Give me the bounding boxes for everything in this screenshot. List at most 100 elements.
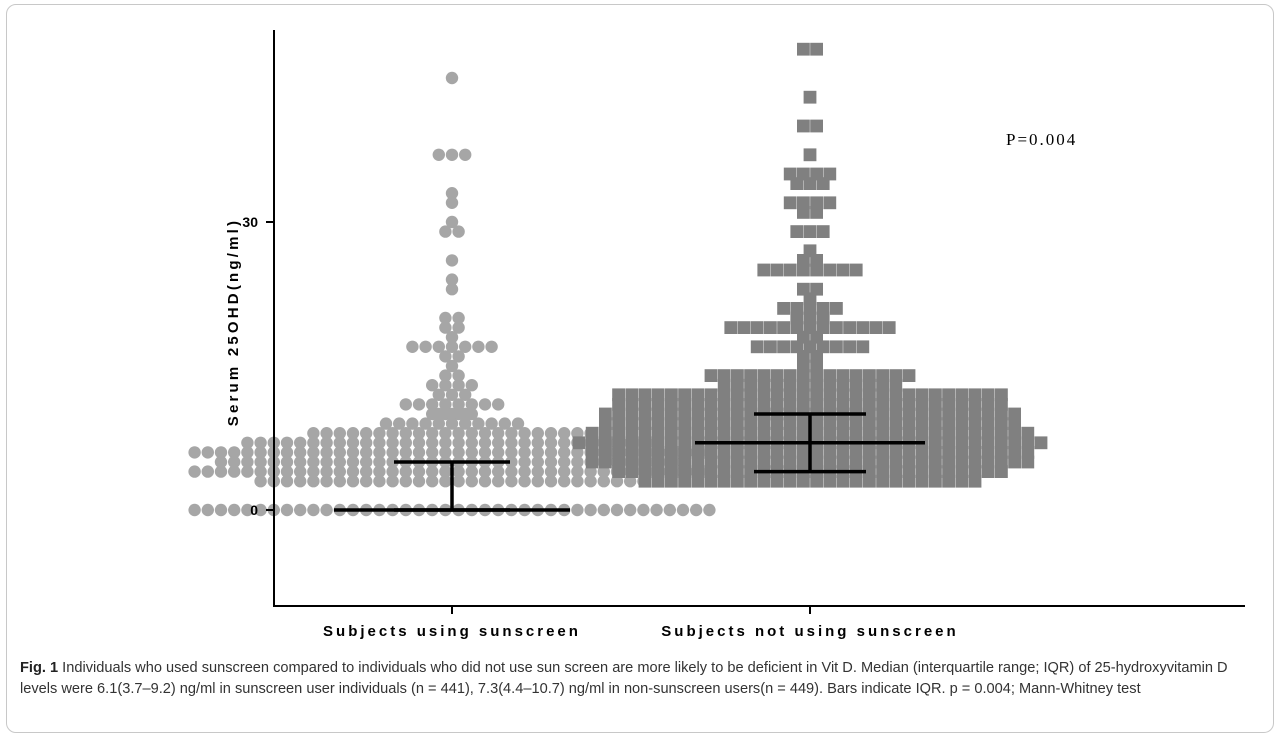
data-point [717, 474, 731, 488]
data-point [810, 42, 823, 56]
data-point [452, 446, 465, 459]
data-point [764, 340, 777, 354]
data-point [717, 378, 731, 392]
data-point [704, 398, 718, 411]
data-point [770, 446, 784, 459]
data-point [929, 398, 942, 411]
data-point [810, 474, 823, 488]
data-point [836, 398, 850, 411]
caption-label: Fig. 1 [20, 660, 59, 676]
data-point [373, 465, 386, 478]
data-point [472, 417, 485, 430]
data-point [830, 302, 843, 315]
figure-frame [6, 4, 1274, 733]
data-point [836, 474, 850, 488]
data-point [836, 263, 850, 277]
data-point [942, 474, 955, 488]
data-point [280, 446, 294, 459]
data-point [505, 465, 518, 478]
data-point [478, 398, 492, 411]
data-point [869, 321, 883, 334]
data-point [307, 446, 320, 459]
data-point [981, 398, 995, 411]
data-point [439, 379, 452, 392]
data-point [704, 369, 718, 382]
data-point [625, 465, 639, 478]
data-point [810, 263, 823, 277]
data-point [790, 225, 804, 238]
data-point [346, 465, 360, 478]
data-point [439, 465, 452, 478]
data-point [459, 148, 472, 161]
data-point [498, 417, 511, 430]
data-point [294, 465, 307, 478]
data-point [373, 436, 386, 449]
data-point [280, 436, 294, 449]
data-point [810, 282, 823, 296]
data-point [439, 436, 452, 449]
data-point [691, 446, 705, 459]
data-point [889, 446, 903, 459]
data-point [452, 427, 465, 440]
data-point [505, 446, 518, 459]
data-point [294, 503, 307, 517]
data-point [320, 455, 333, 469]
data-point [612, 426, 625, 440]
data-point [254, 503, 267, 517]
data-point [902, 369, 916, 382]
data-point [797, 330, 810, 344]
data-point [188, 503, 201, 517]
data-point [412, 427, 426, 440]
data-point [241, 503, 254, 517]
data-point [651, 426, 665, 440]
data-point [346, 427, 360, 440]
data-point [518, 436, 531, 449]
data-point [744, 426, 757, 440]
data-point [584, 465, 597, 478]
data-point [412, 465, 426, 478]
data-point [823, 474, 837, 488]
data-point [505, 455, 518, 469]
data-point [612, 398, 625, 411]
data-point [406, 417, 419, 430]
data-point [320, 503, 333, 517]
data-point [492, 436, 505, 449]
data-point [426, 465, 439, 478]
data-point [678, 474, 691, 488]
data-point [320, 436, 333, 449]
data-point [585, 426, 599, 440]
data-point [531, 427, 544, 440]
data-point [968, 426, 982, 440]
data-point [544, 446, 558, 459]
data-point [863, 474, 876, 488]
data-point [228, 465, 241, 478]
data-point [307, 503, 320, 517]
data-point [783, 263, 797, 277]
data-point [690, 503, 703, 517]
data-point [691, 474, 705, 488]
data-point [968, 398, 982, 411]
data-point [929, 474, 942, 488]
data-point [406, 340, 419, 353]
data-point [856, 340, 870, 354]
data-point [783, 426, 797, 440]
data-point [849, 446, 863, 459]
data-point [188, 465, 201, 478]
data-point [757, 398, 771, 411]
data-point [816, 302, 830, 315]
data-point [452, 436, 465, 449]
data-point [810, 254, 823, 267]
data-point [651, 446, 665, 459]
data-point [452, 475, 465, 488]
data-point [386, 465, 399, 478]
data-point [452, 379, 465, 392]
data-point [439, 369, 452, 382]
data-point [386, 446, 399, 459]
data-point [558, 465, 571, 478]
y-tick-label: 0 [250, 502, 258, 518]
data-point [995, 398, 1008, 411]
data-point [889, 378, 903, 392]
data-point [386, 427, 399, 440]
data-point [241, 455, 254, 469]
data-point [876, 378, 889, 392]
